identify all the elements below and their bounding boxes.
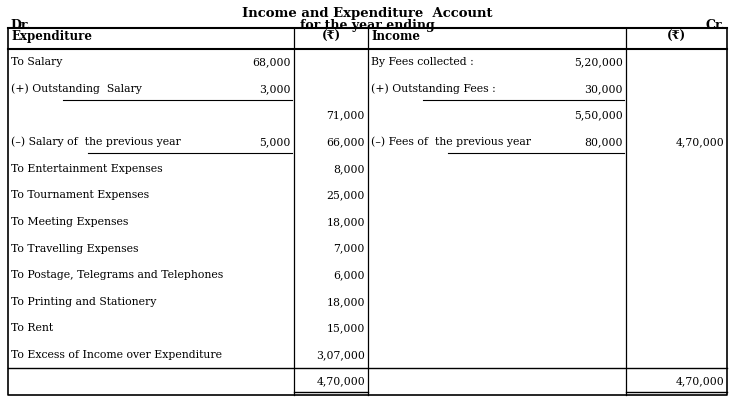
Text: 7,000: 7,000 [334,244,365,254]
Text: (–) Salary of  the previous year: (–) Salary of the previous year [11,137,181,147]
Text: To Printing and Stationery: To Printing and Stationery [11,297,157,307]
Text: 80,000: 80,000 [584,137,623,147]
Text: 8,000: 8,000 [334,164,365,174]
Text: To Travelling Expenses: To Travelling Expenses [11,244,138,254]
Text: By Fees collected :: By Fees collected : [371,58,474,67]
Text: 5,20,000: 5,20,000 [574,58,623,67]
Text: To Excess of Income over Expenditure: To Excess of Income over Expenditure [11,350,222,360]
Text: Dr.: Dr. [10,19,31,32]
Text: Cr.: Cr. [705,19,725,32]
Text: 5,000: 5,000 [259,137,291,147]
Text: 3,000: 3,000 [259,84,291,94]
Text: (₹): (₹) [667,30,686,43]
Text: 68,000: 68,000 [253,58,291,67]
Text: Expenditure: Expenditure [11,30,92,43]
Text: 3,07,000: 3,07,000 [316,350,365,360]
Text: 4,70,000: 4,70,000 [675,137,724,147]
Text: To Entertainment Expenses: To Entertainment Expenses [11,164,162,174]
Text: 4,70,000: 4,70,000 [675,377,724,387]
Text: (+) Outstanding  Salary: (+) Outstanding Salary [11,84,142,94]
Text: (₹): (₹) [321,30,340,43]
Text: 4,70,000: 4,70,000 [316,377,365,387]
Text: To Postage, Telegrams and Telephones: To Postage, Telegrams and Telephones [11,270,223,280]
Text: To Salary: To Salary [11,58,62,67]
Text: (+) Outstanding Fees :: (+) Outstanding Fees : [371,84,495,94]
Text: 71,000: 71,000 [326,111,365,121]
Text: 18,000: 18,000 [326,297,365,307]
Text: 30,000: 30,000 [584,84,623,94]
Text: To Rent: To Rent [11,324,53,333]
Text: 15,000: 15,000 [326,324,365,333]
Text: To Tournament Expenses: To Tournament Expenses [11,190,149,200]
Text: Income and Expenditure  Account: Income and Expenditure Account [243,7,492,20]
Text: 25,000: 25,000 [326,190,365,200]
Text: 66,000: 66,000 [326,137,365,147]
Text: Income: Income [371,30,420,43]
Text: 6,000: 6,000 [334,270,365,280]
Text: 18,000: 18,000 [326,217,365,227]
Text: for the year ending: for the year ending [300,19,435,32]
Text: To Meeting Expenses: To Meeting Expenses [11,217,129,227]
Text: 5,50,000: 5,50,000 [574,111,623,121]
Text: (–) Fees of  the previous year: (–) Fees of the previous year [371,137,531,147]
